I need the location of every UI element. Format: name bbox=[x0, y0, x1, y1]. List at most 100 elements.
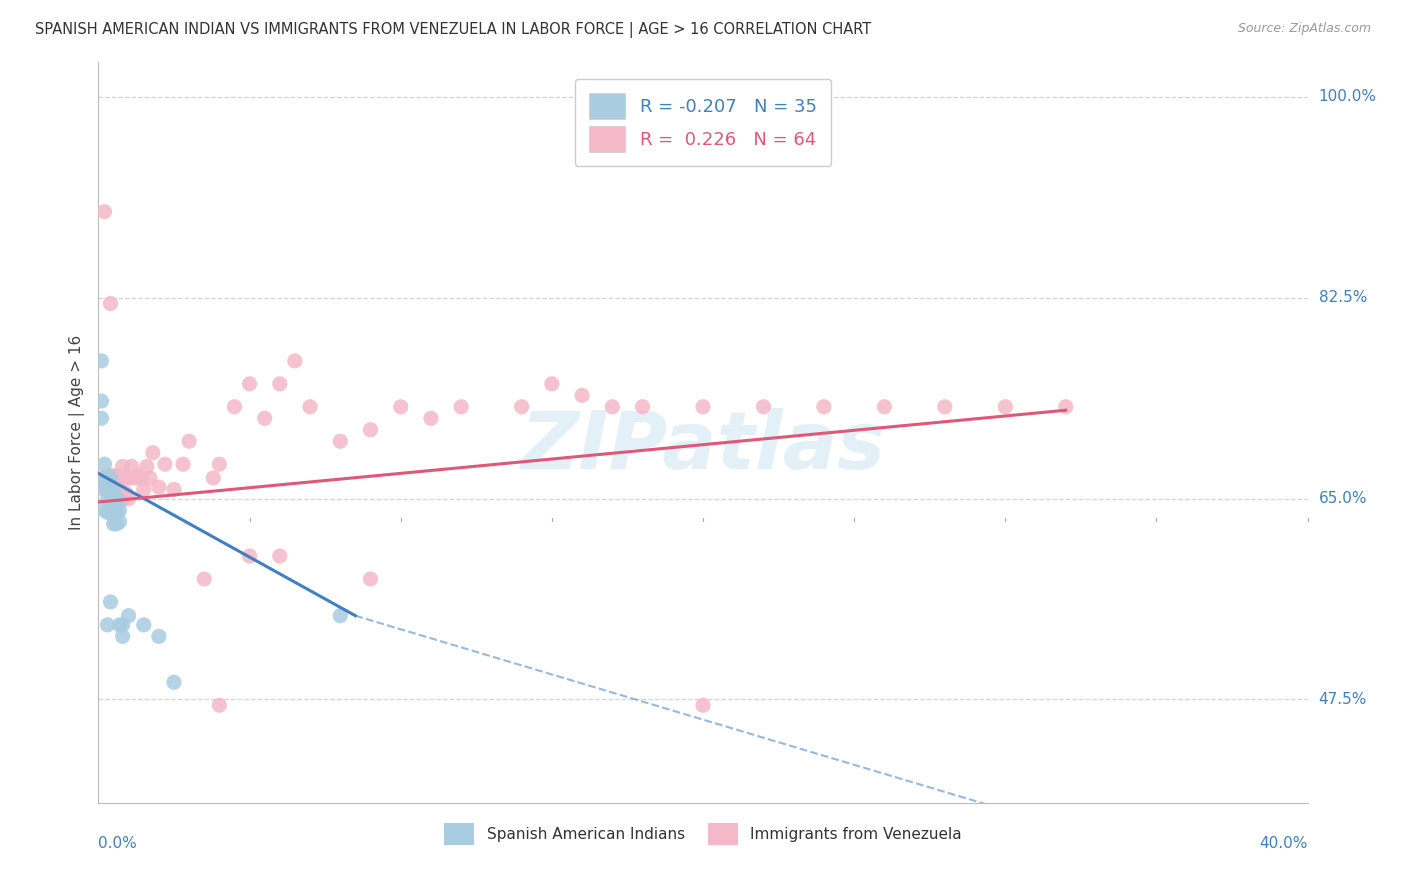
Point bbox=[692, 698, 714, 713]
Point bbox=[148, 629, 170, 643]
Point bbox=[124, 471, 146, 485]
Point bbox=[132, 618, 155, 632]
Point bbox=[389, 400, 412, 414]
Point bbox=[269, 376, 291, 391]
Point bbox=[193, 572, 215, 586]
Point bbox=[100, 494, 122, 508]
Point bbox=[111, 618, 134, 632]
Point bbox=[239, 549, 262, 563]
Point bbox=[93, 483, 115, 497]
Point bbox=[121, 459, 143, 474]
Point bbox=[100, 468, 122, 483]
Text: 82.5%: 82.5% bbox=[1319, 290, 1367, 305]
Y-axis label: In Labor Force | Age > 16: In Labor Force | Age > 16 bbox=[69, 335, 84, 530]
Point bbox=[239, 376, 262, 391]
Point bbox=[510, 400, 533, 414]
Point bbox=[284, 354, 307, 368]
Point bbox=[118, 608, 141, 623]
Text: ZIPatlas: ZIPatlas bbox=[520, 409, 886, 486]
Point bbox=[139, 471, 162, 485]
Point bbox=[132, 483, 155, 497]
Point bbox=[329, 608, 352, 623]
Text: 40.0%: 40.0% bbox=[1260, 836, 1308, 851]
Point bbox=[153, 457, 176, 471]
Point bbox=[208, 698, 231, 713]
Point bbox=[105, 516, 128, 531]
Point bbox=[105, 491, 128, 506]
Point bbox=[813, 400, 835, 414]
Point bbox=[129, 471, 152, 485]
Point bbox=[103, 516, 125, 531]
Point bbox=[93, 457, 115, 471]
Point bbox=[100, 296, 122, 310]
Point bbox=[105, 471, 128, 485]
Point bbox=[163, 483, 186, 497]
Point bbox=[179, 434, 201, 449]
Point bbox=[100, 505, 122, 519]
Point bbox=[1054, 400, 1077, 414]
Point bbox=[108, 483, 131, 497]
Point bbox=[142, 446, 165, 460]
Point bbox=[103, 494, 125, 508]
Point bbox=[103, 468, 125, 483]
Point bbox=[299, 400, 322, 414]
Point bbox=[103, 483, 125, 497]
Point bbox=[111, 491, 134, 506]
Point bbox=[108, 503, 131, 517]
Point bbox=[100, 483, 122, 497]
Point bbox=[90, 471, 112, 485]
Legend: Spanish American Indians, Immigrants from Venezuela: Spanish American Indians, Immigrants fro… bbox=[437, 817, 969, 851]
Point bbox=[172, 457, 194, 471]
Text: 65.0%: 65.0% bbox=[1319, 491, 1367, 506]
Point bbox=[93, 204, 115, 219]
Point bbox=[114, 486, 136, 500]
Point bbox=[93, 475, 115, 489]
Text: 0.0%: 0.0% bbox=[98, 836, 138, 851]
Point bbox=[93, 503, 115, 517]
Point bbox=[224, 400, 246, 414]
Point bbox=[360, 572, 382, 586]
Point bbox=[269, 549, 291, 563]
Point bbox=[108, 494, 131, 508]
Point bbox=[360, 423, 382, 437]
Point bbox=[148, 480, 170, 494]
Point bbox=[96, 483, 118, 497]
Point bbox=[103, 494, 125, 508]
Point bbox=[96, 471, 118, 485]
Point bbox=[420, 411, 443, 425]
Point bbox=[329, 434, 352, 449]
Point bbox=[994, 400, 1017, 414]
Point bbox=[631, 400, 654, 414]
Point bbox=[103, 505, 125, 519]
Point bbox=[103, 483, 125, 497]
Point bbox=[118, 471, 141, 485]
Point bbox=[163, 675, 186, 690]
Point bbox=[118, 491, 141, 506]
Point bbox=[253, 411, 276, 425]
Point bbox=[752, 400, 775, 414]
Point bbox=[108, 618, 131, 632]
Text: SPANISH AMERICAN INDIAN VS IMMIGRANTS FROM VENEZUELA IN LABOR FORCE | AGE > 16 C: SPANISH AMERICAN INDIAN VS IMMIGRANTS FR… bbox=[35, 22, 872, 38]
Point bbox=[90, 354, 112, 368]
Point bbox=[114, 471, 136, 485]
Point bbox=[100, 471, 122, 485]
Point bbox=[96, 618, 118, 632]
Point bbox=[127, 468, 149, 483]
Point bbox=[111, 629, 134, 643]
Point bbox=[208, 457, 231, 471]
Point bbox=[450, 400, 472, 414]
Point bbox=[96, 480, 118, 494]
Point bbox=[93, 480, 115, 494]
Point bbox=[135, 459, 157, 474]
Point bbox=[111, 459, 134, 474]
Text: Source: ZipAtlas.com: Source: ZipAtlas.com bbox=[1237, 22, 1371, 36]
Point bbox=[692, 400, 714, 414]
Text: 47.5%: 47.5% bbox=[1319, 692, 1367, 707]
Point bbox=[873, 400, 896, 414]
Point bbox=[108, 515, 131, 529]
Point bbox=[96, 468, 118, 483]
Point bbox=[602, 400, 624, 414]
Text: 100.0%: 100.0% bbox=[1319, 89, 1376, 104]
Point bbox=[571, 388, 593, 402]
Point bbox=[96, 505, 118, 519]
